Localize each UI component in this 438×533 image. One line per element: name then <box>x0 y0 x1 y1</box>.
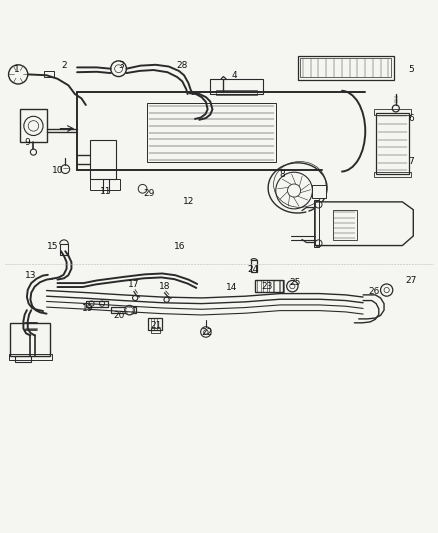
Text: 4: 4 <box>231 71 237 80</box>
Text: 22: 22 <box>201 328 212 337</box>
Bar <box>314 200 318 247</box>
Bar <box>374 109 411 115</box>
Text: 12: 12 <box>183 197 194 206</box>
Text: 8: 8 <box>279 171 285 179</box>
Text: 15: 15 <box>46 242 58 251</box>
Text: 11: 11 <box>100 187 111 196</box>
Bar <box>11 323 50 356</box>
Bar <box>44 71 54 77</box>
Text: 19: 19 <box>82 304 94 313</box>
Text: 10: 10 <box>52 166 63 175</box>
Bar <box>151 328 159 333</box>
Text: 1: 1 <box>14 64 20 74</box>
Bar <box>86 301 108 306</box>
Bar <box>312 185 325 198</box>
Text: 17: 17 <box>128 280 140 289</box>
Text: 23: 23 <box>261 281 273 290</box>
Text: 14: 14 <box>226 282 238 292</box>
Bar <box>14 356 31 362</box>
Bar <box>376 113 409 174</box>
Bar <box>274 280 279 292</box>
Circle shape <box>381 284 393 296</box>
Circle shape <box>24 116 43 135</box>
Bar <box>280 280 285 292</box>
Bar <box>90 179 120 190</box>
Bar <box>300 58 391 77</box>
Text: 20: 20 <box>113 311 124 320</box>
Circle shape <box>9 65 28 84</box>
Text: 26: 26 <box>368 287 380 296</box>
Bar <box>263 280 267 292</box>
Circle shape <box>201 327 211 337</box>
Circle shape <box>287 280 298 292</box>
Bar <box>20 109 47 142</box>
Bar <box>60 244 68 255</box>
Text: 7: 7 <box>408 157 414 166</box>
Bar <box>297 55 394 79</box>
Bar <box>111 307 137 313</box>
Text: 13: 13 <box>25 271 36 280</box>
Circle shape <box>288 184 300 197</box>
Bar <box>257 280 261 292</box>
Bar <box>90 140 117 179</box>
Circle shape <box>111 61 127 77</box>
Text: 29: 29 <box>144 189 155 198</box>
Text: 5: 5 <box>408 64 414 74</box>
Bar <box>255 280 283 292</box>
Bar <box>210 79 263 94</box>
Bar <box>374 172 411 177</box>
Bar <box>268 280 273 292</box>
Text: 25: 25 <box>290 278 301 287</box>
Bar <box>9 354 52 360</box>
Text: 3: 3 <box>118 61 124 70</box>
Text: 27: 27 <box>406 276 417 285</box>
Text: 18: 18 <box>159 281 170 290</box>
Text: 6: 6 <box>408 114 414 123</box>
Bar <box>148 318 162 330</box>
Text: 21: 21 <box>150 321 161 330</box>
Bar <box>251 261 257 272</box>
Circle shape <box>125 305 134 315</box>
Bar <box>147 103 276 161</box>
Text: 28: 28 <box>176 61 187 70</box>
Polygon shape <box>315 202 413 246</box>
Text: 2: 2 <box>61 61 67 70</box>
Bar <box>215 90 257 95</box>
Text: 24: 24 <box>247 265 259 274</box>
Text: 9: 9 <box>24 138 30 147</box>
Text: 16: 16 <box>174 242 185 251</box>
Bar <box>332 210 357 240</box>
